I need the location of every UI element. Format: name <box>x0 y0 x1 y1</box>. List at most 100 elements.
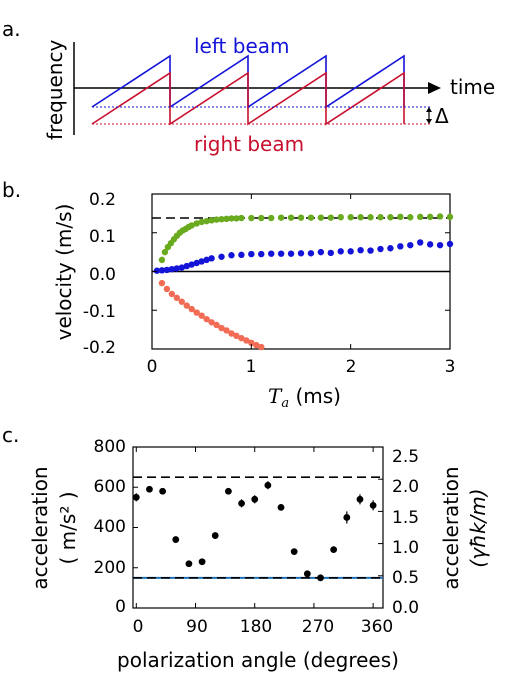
data-point <box>198 558 206 566</box>
time-arrow-icon <box>428 82 441 94</box>
panel-b-xlabel-unit: (ms) <box>289 384 341 408</box>
data-point <box>377 214 384 221</box>
panel-c-right-ytick-label: 2.5 <box>392 447 419 467</box>
panel-c-points <box>132 481 377 582</box>
data-point <box>208 217 215 224</box>
panel-c-xlabel: polarization angle (degrees) <box>117 648 399 672</box>
panel-a-time-label: time <box>450 75 495 99</box>
data-point <box>248 214 255 222</box>
panel-b-ylabel: velocity (m/s) <box>52 204 76 341</box>
panel-b-ytick-label: -0.1 <box>83 302 116 322</box>
panel-c: c. 800 600 400 200 0 2.5 2.0 1.5 1.0 0.5… <box>2 423 490 672</box>
panel-c-ylabel-right-unit: (γħk/m) <box>466 488 490 567</box>
data-point <box>223 327 230 334</box>
panel-c-ticks <box>133 446 383 609</box>
data-point <box>356 495 364 503</box>
data-point <box>193 259 200 267</box>
data-point <box>417 239 424 246</box>
data-point <box>446 240 454 248</box>
data-point <box>248 339 255 346</box>
data-point <box>277 250 285 257</box>
data-point <box>163 285 171 293</box>
data-point <box>287 214 295 221</box>
panel-b-ytick-label: 0.1 <box>89 227 116 247</box>
data-point <box>183 302 190 309</box>
data-point <box>317 214 325 221</box>
data-point <box>436 241 444 249</box>
data-point <box>218 253 225 260</box>
data-point <box>387 214 394 221</box>
data-point <box>159 487 167 495</box>
data-point <box>337 248 344 255</box>
data-point <box>161 248 169 256</box>
data-point <box>188 305 195 313</box>
panel-c-ytick-label: 200 <box>94 558 126 578</box>
panel-c-ytick-label: 600 <box>94 477 126 497</box>
data-point <box>168 265 176 273</box>
data-point <box>223 215 230 222</box>
panel-c-right-ytick-label: 1.0 <box>392 538 419 558</box>
data-point <box>163 266 171 274</box>
data-point <box>367 214 374 221</box>
data-point <box>178 264 185 271</box>
data-point <box>407 214 414 221</box>
data-point <box>258 343 265 351</box>
data-point <box>146 485 153 493</box>
data-point <box>317 574 324 582</box>
panel-c-xtick-label: 90 <box>186 617 208 637</box>
panel-c-ytick-label: 400 <box>94 517 126 537</box>
data-point <box>347 248 354 255</box>
data-point <box>203 217 210 225</box>
data-point <box>377 245 384 253</box>
data-point <box>297 214 305 221</box>
data-point <box>258 214 265 222</box>
data-point <box>243 337 250 344</box>
panel-c-right-ytick-label: 1.5 <box>392 508 419 528</box>
data-point <box>132 493 140 501</box>
data-point <box>426 241 434 248</box>
data-point <box>224 487 232 495</box>
panel-c-label: c. <box>2 423 19 447</box>
delta-label: Δ <box>435 104 449 128</box>
data-point <box>397 243 404 250</box>
data-point <box>188 261 195 268</box>
data-point <box>347 214 354 221</box>
data-point <box>228 215 235 222</box>
data-point <box>387 245 394 252</box>
panel-c-right-ytick-label: 2.0 <box>392 477 419 497</box>
data-point <box>168 290 176 298</box>
panel-a: a. time frequency Δ left beam right beam <box>2 17 495 156</box>
panel-c-plot-frame <box>132 446 384 609</box>
data-point <box>268 214 275 222</box>
panel-b-xlabel-subscript: a <box>281 396 289 411</box>
data-point <box>303 570 311 578</box>
data-point <box>218 215 225 223</box>
data-point <box>238 251 245 259</box>
panel-b-xtick-label: 3 <box>445 357 456 377</box>
data-point <box>185 560 193 568</box>
panel-b: b. 0.2 0.1 0.0 -0.1 -0.2 0 1 2 3 velocit… <box>2 178 455 411</box>
data-point <box>208 255 215 262</box>
panel-c-right-ytick-label: 0.5 <box>392 568 419 588</box>
panel-b-xlabel: Ta (ms) <box>268 384 341 411</box>
data-point <box>183 262 190 270</box>
data-point <box>307 250 315 257</box>
panel-b-label: b. <box>2 178 21 202</box>
data-point <box>367 247 374 254</box>
panel-a-frequency-label: frequency <box>43 40 67 140</box>
data-point <box>233 332 240 340</box>
data-point <box>327 214 334 221</box>
data-point <box>436 213 444 220</box>
data-point <box>228 252 235 259</box>
data-point <box>158 267 166 274</box>
data-point <box>258 250 265 258</box>
data-point <box>264 481 272 489</box>
panel-c-xtick-label: 270 <box>302 617 334 637</box>
panel-b-ytick-label: 0.0 <box>89 265 116 285</box>
data-point <box>446 213 454 221</box>
data-point <box>330 546 338 554</box>
data-point <box>277 214 285 221</box>
panel-c-ytick-label: 800 <box>94 437 126 457</box>
data-point <box>357 214 364 221</box>
panel-b-ytick-label: 0.2 <box>89 190 116 210</box>
